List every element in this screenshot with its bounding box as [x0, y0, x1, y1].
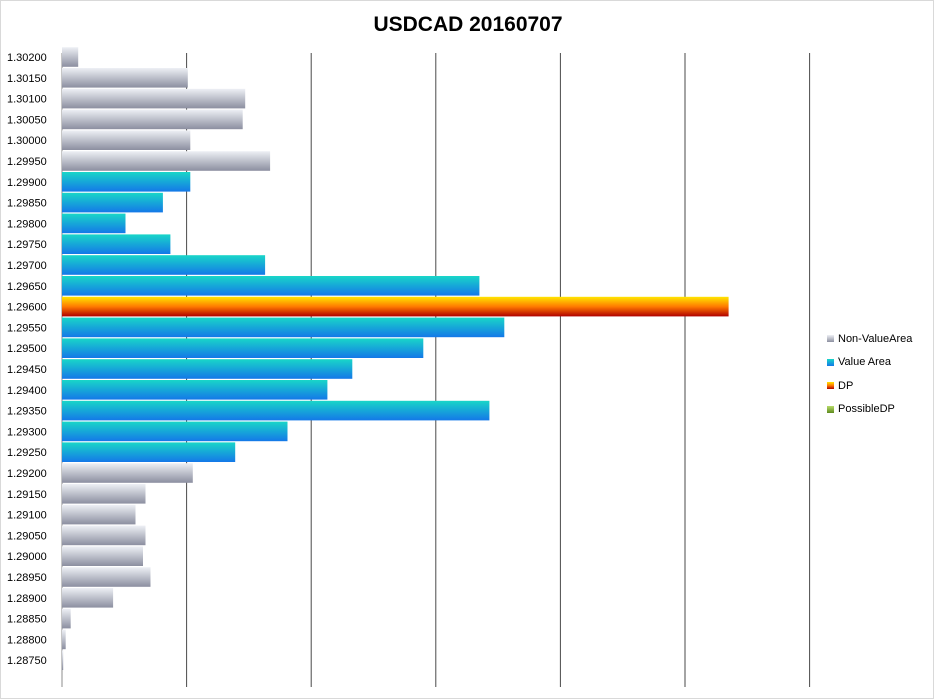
category-label-1.28750: 1.28750 — [7, 655, 47, 667]
legend-swatch — [827, 335, 834, 343]
bar-1.28900 — [62, 588, 114, 608]
category-label-1.29500: 1.29500 — [7, 343, 47, 355]
bar-1.30200 — [62, 47, 79, 67]
category-label-1.28900: 1.28900 — [7, 593, 47, 605]
bar-1.29100 — [62, 504, 136, 525]
bar-1.29000 — [62, 546, 143, 566]
legend-item-dp: DP — [827, 374, 931, 398]
category-label-1.29150: 1.29150 — [7, 489, 47, 501]
category-label-1.29000: 1.29000 — [7, 551, 47, 563]
category-label-1.30200: 1.30200 — [7, 52, 47, 64]
category-label-1.28950: 1.28950 — [7, 572, 47, 584]
bar-1.29650 — [62, 276, 480, 296]
category-label-1.29300: 1.29300 — [7, 426, 47, 438]
bar-1.28850 — [62, 608, 71, 629]
bar-1.30050 — [62, 109, 243, 130]
bar-1.29900 — [62, 172, 191, 192]
category-label-1.29750: 1.29750 — [7, 239, 47, 251]
category-label-1.28850: 1.28850 — [7, 614, 47, 626]
category-label-1.29900: 1.29900 — [7, 177, 47, 189]
bars — [62, 47, 729, 670]
bar-1.29250 — [62, 442, 236, 462]
bar-1.29050 — [62, 525, 146, 546]
category-label-1.30100: 1.30100 — [7, 94, 47, 106]
category-label-1.29550: 1.29550 — [7, 322, 47, 334]
bar-1.29950 — [62, 151, 271, 171]
bar-1.29800 — [62, 213, 126, 234]
category-label-1.29850: 1.29850 — [7, 198, 47, 210]
bar-1.29600 — [62, 296, 729, 317]
category-labels: 1.30200 1.30150 1.30100 1.30050 1.30000 1.299… — [7, 52, 47, 667]
bar-1.29750 — [62, 234, 171, 254]
category-label-1.29100: 1.29100 — [7, 510, 47, 522]
category-label-1.29800: 1.29800 — [7, 218, 47, 230]
category-label-1.29400: 1.29400 — [7, 385, 47, 397]
legend: Non-ValueArea Value Area DP PossibleDP — [827, 327, 931, 421]
legend-label: DP — [838, 379, 854, 392]
category-label-1.29600: 1.29600 — [7, 302, 47, 314]
category-label-1.30050: 1.30050 — [7, 114, 47, 126]
bar-1.28800 — [62, 629, 66, 650]
legend-label: Non-ValueArea — [838, 332, 913, 345]
legend-item-non-valuearea: Non-ValueArea — [827, 327, 931, 351]
legend-item-possibledp: PossibleDP — [827, 398, 931, 422]
category-label-1.29950: 1.29950 — [7, 156, 47, 168]
category-label-1.29200: 1.29200 — [7, 468, 47, 480]
bar-1.29350 — [62, 400, 490, 421]
bar-1.29850 — [62, 192, 163, 213]
category-label-1.29450: 1.29450 — [7, 364, 47, 376]
bar-1.29700 — [62, 255, 266, 275]
bar-1.28750 — [62, 650, 64, 670]
bar-1.28950 — [62, 567, 151, 587]
legend-swatch — [827, 405, 834, 413]
bar-1.29550 — [62, 317, 505, 338]
bar-1.29450 — [62, 359, 353, 379]
legend-label: Value Area — [838, 356, 892, 369]
bar-1.29150 — [62, 484, 146, 504]
bar-1.30100 — [62, 88, 246, 109]
legend-swatch — [827, 382, 834, 390]
category-label-1.30150: 1.30150 — [7, 73, 47, 85]
category-label-1.29050: 1.29050 — [7, 530, 47, 542]
category-label-1.29650: 1.29650 — [7, 281, 47, 293]
category-label-1.29250: 1.29250 — [7, 447, 47, 459]
bar-1.30000 — [62, 130, 191, 150]
category-label-1.29350: 1.29350 — [7, 406, 47, 418]
legend-label: PossibleDP — [838, 403, 895, 416]
bar-1.29400 — [62, 380, 328, 400]
bar-1.29200 — [62, 463, 193, 483]
category-label-1.30000: 1.30000 — [7, 135, 47, 147]
legend-swatch — [827, 358, 834, 366]
chart-title: USDCAD 20160707 — [373, 13, 563, 36]
bar-1.29300 — [62, 421, 288, 442]
category-label-1.28800: 1.28800 — [7, 634, 47, 646]
bar-1.30150 — [62, 68, 188, 88]
bar-1.29500 — [62, 338, 424, 358]
legend-item-value-area: Value Area — [827, 351, 931, 375]
category-label-1.29700: 1.29700 — [7, 260, 47, 272]
